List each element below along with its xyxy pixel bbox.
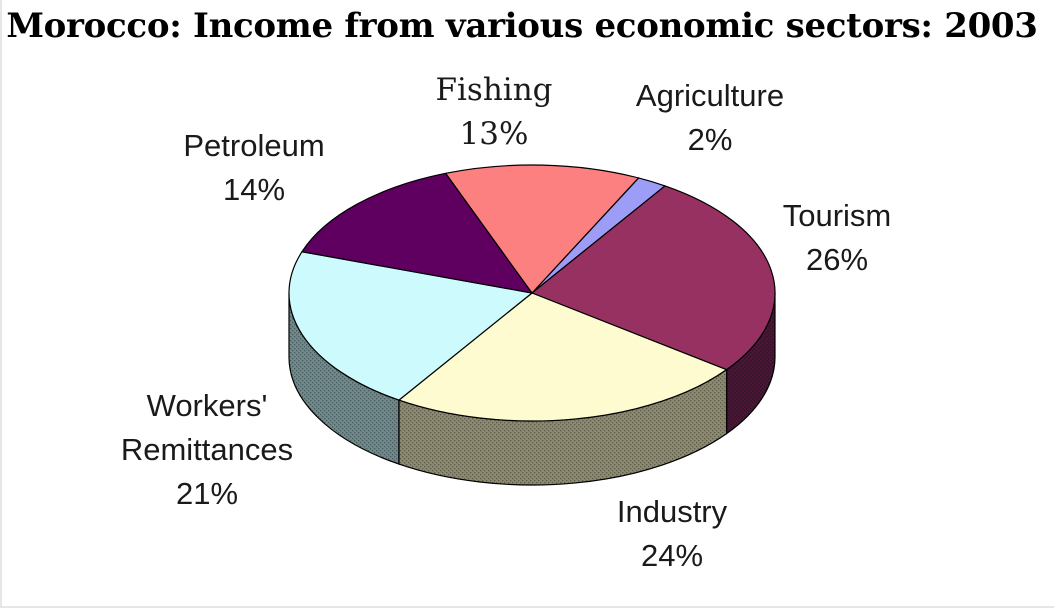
pie-slice-petroleum — [301, 172, 533, 294]
slice-percent: 13% — [459, 116, 529, 152]
pie-side-industry-texture — [398, 369, 727, 486]
slice-name-line-1: Workers' — [146, 388, 268, 423]
slice-name: Industry — [616, 494, 728, 529]
slice-label-fishing: Fishing 13% — [435, 68, 552, 156]
slice-percent: 21% — [175, 476, 239, 511]
pie-side-workers-remittances-texture — [289, 293, 399, 465]
slice-label-petroleum: Petroleum 14% — [183, 124, 324, 212]
slice-label-agriculture: Agriculture 2% — [636, 74, 784, 162]
slice-name: Fishing — [435, 72, 553, 108]
slice-label-workers-remittances: Workers' Remittances 21% — [121, 384, 293, 516]
slice-percent: 14% — [222, 172, 286, 207]
slice-name: Tourism — [782, 198, 892, 233]
pie-slice-workers-remittances — [288, 251, 533, 401]
chart-title: Morocco: Income from various economic se… — [6, 6, 1038, 46]
slice-name: Agriculture — [635, 78, 785, 113]
slice-percent: 2% — [687, 122, 733, 157]
pie-slice-industry — [398, 292, 728, 422]
slice-name-line-2: Remittances — [120, 432, 294, 467]
slice-label-industry: Industry 24% — [617, 490, 727, 578]
slice-label-tourism: Tourism 26% — [783, 194, 892, 282]
pie-slice-tourism — [531, 185, 776, 371]
slice-percent: 24% — [640, 538, 704, 573]
pie-slice-fishing — [445, 164, 640, 294]
slice-name: Petroleum — [183, 128, 325, 163]
pie-side-tourism-texture — [726, 293, 775, 434]
slice-percent: 26% — [805, 242, 869, 277]
